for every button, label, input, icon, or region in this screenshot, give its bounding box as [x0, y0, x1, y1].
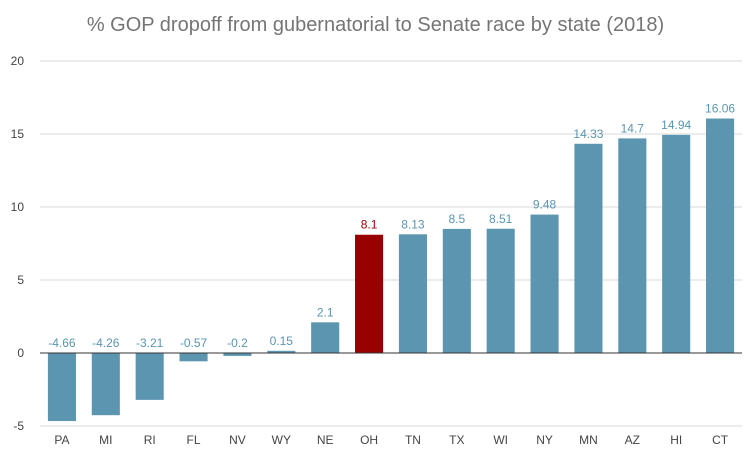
data-label-mi: -4.26 — [92, 336, 120, 350]
data-label-wy: 0.15 — [270, 334, 294, 348]
bar-az — [618, 138, 647, 353]
data-label-ri: -3.21 — [136, 336, 164, 350]
chart-title: % GOP dropoff from gubernatorial to Sena… — [87, 14, 664, 36]
bar-tn — [398, 234, 427, 353]
x-tick-label-az: AZ — [625, 433, 640, 447]
data-label-hi: 14.94 — [661, 118, 691, 132]
data-label-pa: -4.66 — [48, 336, 76, 350]
bar-wy — [267, 350, 296, 353]
x-tick-label-ny: NY — [536, 433, 553, 447]
y-tick-label: -5 — [13, 419, 24, 433]
data-label-ne: 2.1 — [317, 305, 334, 319]
bar-mi — [91, 353, 120, 416]
bar-pa — [47, 353, 76, 422]
y-tick-label: 15 — [11, 127, 25, 141]
axes: -5 0 5 10 15 20 PA MI RI FL NV WY NE OH TN TX WI NY MN AZ HI… — [11, 54, 742, 447]
x-tick-label-hi: HI — [670, 433, 682, 447]
bar-ne — [311, 322, 340, 353]
data-label-az: 14.7 — [621, 121, 645, 135]
bar-tx — [442, 228, 471, 353]
x-tick-label-pa: PA — [54, 433, 69, 447]
bar-mn — [574, 143, 603, 353]
x-tick-label-mn: MN — [579, 433, 598, 447]
data-label-fl: -0.57 — [180, 336, 208, 350]
x-tick-label-nv: NV — [229, 433, 246, 447]
x-tick-label-ri: RI — [144, 433, 156, 447]
bars — [47, 118, 735, 422]
y-tick-label: 5 — [17, 273, 24, 287]
x-tick-label-ct: CT — [712, 433, 729, 447]
y-tick-label: 10 — [11, 200, 25, 214]
x-tick-label-mi: MI — [99, 433, 112, 447]
bar-nv — [223, 353, 252, 356]
bar-oh — [355, 234, 384, 353]
x-tick-label-fl: FL — [187, 433, 201, 447]
data-label-ny: 9.48 — [533, 198, 557, 212]
data-label-oh: 8.1 — [361, 218, 378, 232]
y-tick-label: 20 — [11, 54, 25, 68]
bar-wi — [486, 228, 515, 353]
data-label-wi: 8.51 — [489, 212, 513, 226]
x-tick-label-oh: OH — [360, 433, 378, 447]
bar-ct — [706, 118, 735, 353]
data-labels: -4.66 -4.26 -3.21 -0.57 -0.2 0.15 2.1 8.1 8.13 8.… — [48, 102, 735, 350]
x-tick-label-tn: TN — [405, 433, 421, 447]
x-tick-label-wi: WI — [493, 433, 508, 447]
data-label-ct: 16.06 — [705, 102, 735, 116]
data-label-nv: -0.2 — [227, 336, 248, 350]
data-label-tn: 8.13 — [401, 217, 425, 231]
bar-hi — [662, 134, 691, 353]
data-label-tx: 8.5 — [448, 212, 465, 226]
bar-ri — [135, 353, 164, 400]
x-tick-label-tx: TX — [449, 433, 464, 447]
bar-ny — [530, 214, 559, 353]
data-label-mn: 14.33 — [573, 127, 603, 141]
x-tick-label-ne: NE — [317, 433, 334, 447]
x-tick-label-wy: WY — [272, 433, 291, 447]
bar-fl — [179, 353, 208, 362]
y-tick-label: 0 — [17, 346, 24, 360]
